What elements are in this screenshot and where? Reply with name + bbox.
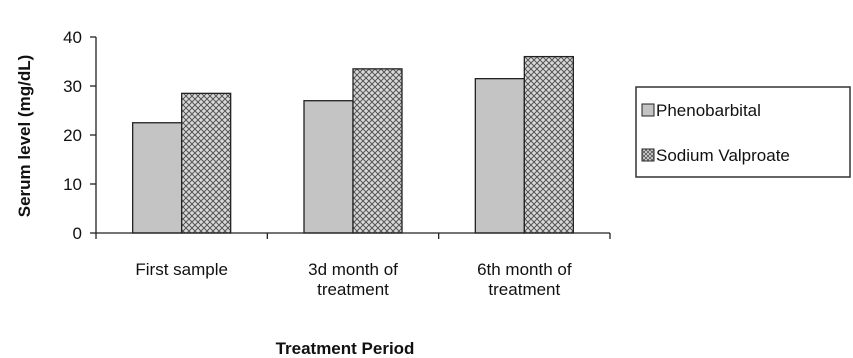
x-tick-label-2: 6th month of treatment (477, 260, 572, 299)
bar-sodium-valproate-1 (352, 68, 403, 234)
y-tick-label-2: 20 (63, 126, 82, 145)
bar-phenobarbital-2 (474, 78, 525, 234)
y-tick-label-3: 30 (63, 77, 82, 96)
y-axis-title: Serum level (mg/dL) (15, 55, 34, 217)
legend-swatch-phenobarbital (641, 103, 655, 117)
legend-label-sodium-valproate: Sodium Valproate (656, 146, 790, 165)
axes-layer (90, 36, 611, 239)
bars-layer (132, 55, 574, 234)
legend-label-phenobarbital: Phenobarbital (656, 101, 761, 120)
bar-phenobarbital-0 (132, 122, 183, 234)
y-tick-label-0: 0 (73, 224, 82, 243)
legend-box (635, 86, 851, 178)
x-tick-label-1: 3d month of treatment (308, 260, 398, 299)
legend: Phenobarbital Sodium Valproate (635, 86, 851, 178)
labels-layer: 0 10 20 30 40 First sample 3d month of treatmen… (63, 28, 572, 299)
y-tick-label-1: 10 (63, 175, 82, 194)
legend-swatch-sodium-valproate (641, 148, 655, 162)
bar-sodium-valproate-2 (523, 55, 574, 234)
y-tick-label-4: 40 (63, 28, 82, 47)
bar-sodium-valproate-0 (181, 92, 232, 234)
x-axis-title: Treatment Period (276, 339, 415, 358)
bar-phenobarbital-1 (303, 100, 354, 234)
x-tick-label-0: First sample (135, 260, 228, 279)
